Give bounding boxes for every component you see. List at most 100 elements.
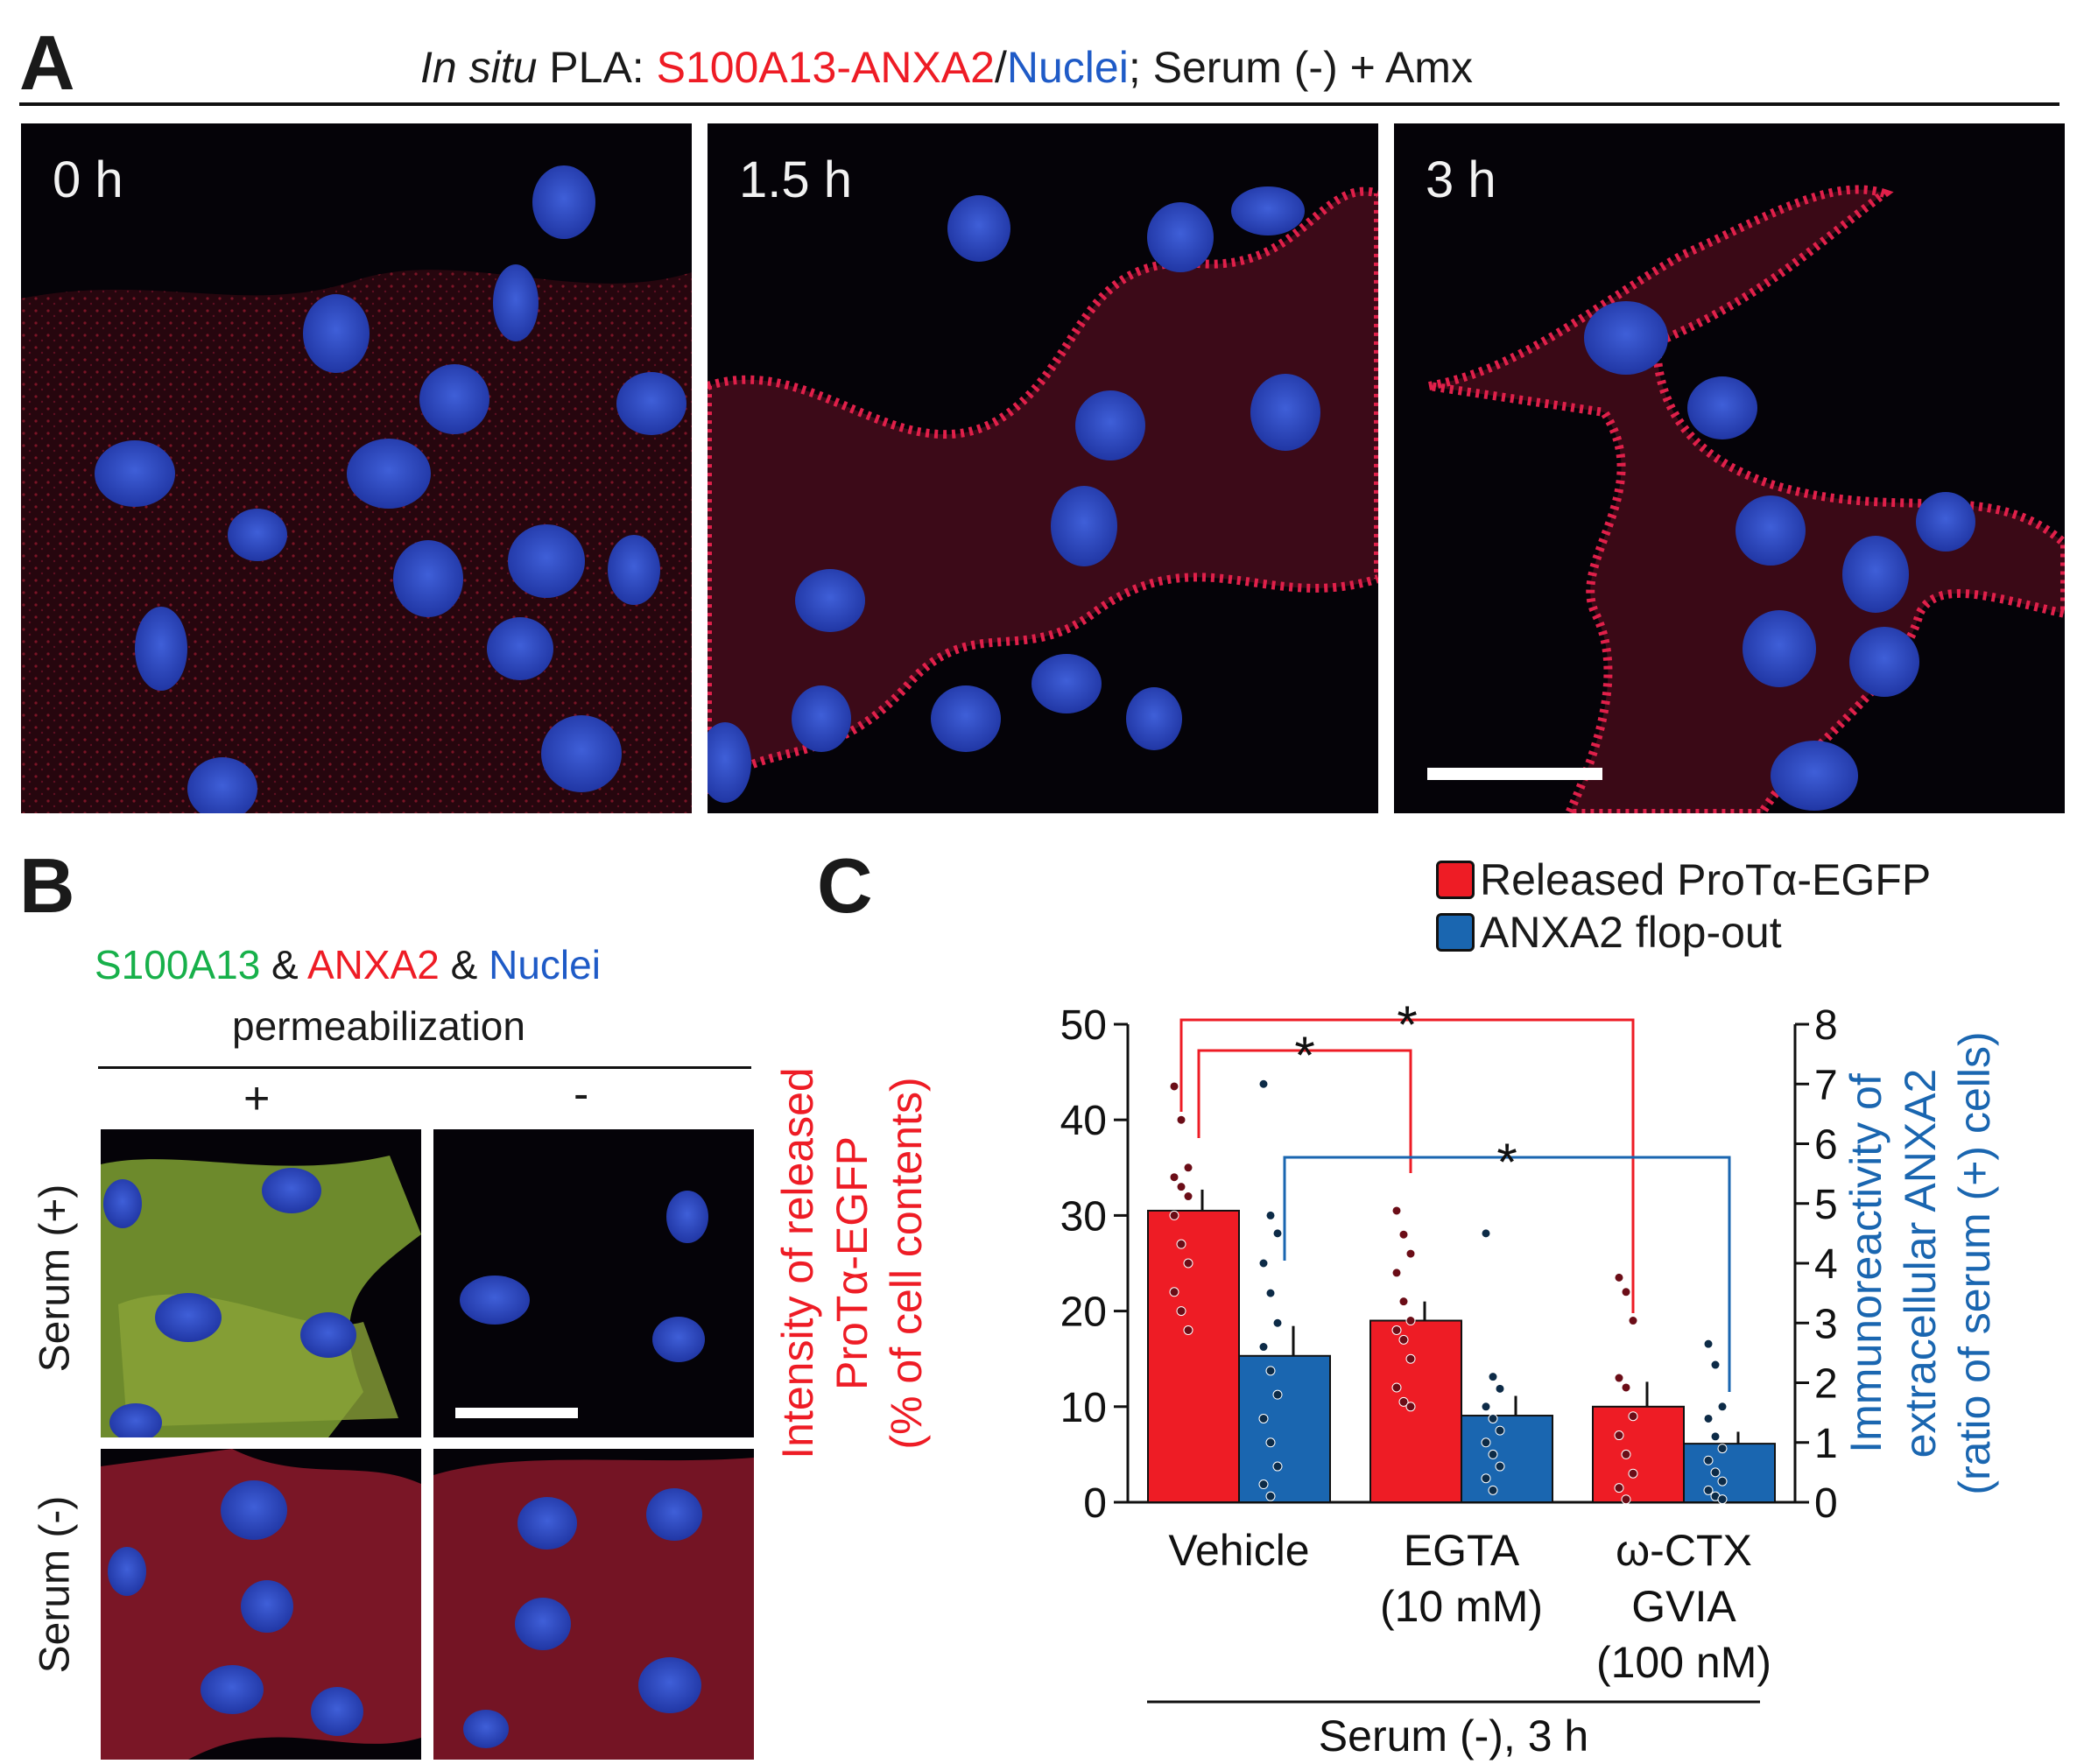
data-point-released [1169,1081,1179,1092]
footer-label: Serum (-), 3 h [1319,1711,1588,1760]
legend-anxa2: ANXA2 [307,942,440,987]
data-point-flop [1272,1389,1283,1400]
data-point-flop [1710,1360,1721,1370]
micrograph-1p5h: 1.5 h [708,123,1378,813]
panel-c-letter: C [817,842,873,929]
data-point-flop [1258,1479,1269,1490]
data-point-released [1391,1382,1402,1393]
data-point-released [1183,1258,1193,1269]
left-tick-label: 0 [1083,1480,1107,1527]
data-point-released [1405,1248,1416,1259]
micrograph-0h-cells [21,165,692,813]
data-point-flop [1481,1228,1491,1239]
data-point-flop [1481,1402,1491,1412]
micrograph-serum-plus-perm-minus [433,1129,754,1437]
data-point-flop [1495,1425,1505,1436]
data-point-released [1398,1334,1409,1345]
data-point-flop [1717,1402,1728,1412]
data-point-released [1169,1210,1179,1220]
data-point-flop [1258,1258,1269,1269]
right-tick-label: 5 [1814,1182,1838,1228]
data-point-flop [1717,1444,1728,1454]
category-label: GVIA [1631,1582,1736,1631]
category-label: (100 nM) [1596,1638,1771,1687]
data-point-released [1628,1468,1638,1479]
data-point-flop [1272,1318,1283,1328]
left-axis-title-line: ProTα-EGFP [827,1136,877,1390]
title-nuclei: Nuclei [1006,43,1129,92]
legend-amp2: & [439,942,489,987]
micrograph-3h-cells [1428,185,2065,813]
title-in-situ: In situ [420,43,538,92]
data-point-flop [1488,1413,1498,1423]
title-anxa2: ANXA2 [851,43,995,92]
micrograph-serum-minus-perm-minus [433,1449,754,1760]
data-point-released [1391,1205,1402,1216]
panel-a-letter: A [19,19,75,106]
data-point-released [1391,1325,1402,1335]
bar-released [1147,1209,1240,1503]
legend-s100a13: S100A13 [95,942,261,987]
category-label: EGTA [1404,1526,1520,1575]
significance-star: * [1496,1133,1517,1191]
panel-b-subtitle: permeabilization [232,1003,525,1049]
significance-bracket [1197,1049,1412,1173]
bar-released [1592,1405,1685,1504]
data-point-released [1621,1287,1631,1297]
left-axis-title-line: Intensity of released [773,1067,822,1459]
right-tick-label: 8 [1814,1002,1838,1049]
data-point-released [1621,1449,1631,1459]
image-label-1p5h: 1.5 h [739,151,852,208]
category-label: ω-CTX [1616,1526,1752,1575]
data-point-released [1405,1353,1416,1364]
data-point-flop [1717,1494,1728,1505]
data-point-flop [1703,1455,1714,1465]
data-point-flop [1495,1461,1505,1472]
right-axis-title-line: (ratio of serum (+) cells) [1950,1031,1999,1494]
image-label-0h: 0 h [53,151,123,208]
data-point-released [1176,1239,1186,1249]
data-point-released [1176,1182,1186,1192]
legend-amp1: & [260,942,307,987]
legend-label-released: Released ProTα-EGFP [1480,855,1932,904]
title-slash: / [994,43,1007,92]
right-tick-label: 3 [1814,1301,1838,1347]
bar-released [1369,1319,1462,1504]
data-point-flop [1703,1339,1714,1349]
category-label: (10 mM) [1380,1582,1543,1631]
title-pla: PLA: [537,43,657,92]
right-tick-label: 0 [1814,1480,1838,1527]
chart-legend: Released ProTα-EGFP ANXA2 flop-out [1436,854,1931,959]
data-point-released [1614,1373,1624,1383]
scale-bar-b [455,1408,578,1418]
legend-swatch-flop [1436,913,1475,952]
bar-flop [1461,1415,1553,1503]
data-point-flop [1272,1461,1283,1472]
right-axis-title: Immunoreactivity of extracellular ANXA2 (r… [1841,1031,1999,1494]
micrograph-b1-cells [101,1156,421,1437]
micrograph-serum-plus-perm-plus [101,1129,421,1437]
left-tick-label: 40 [1060,1098,1107,1144]
panel-a-rule [19,102,2059,106]
data-point-released [1398,1229,1409,1240]
micrograph-b3-cells [101,1449,421,1760]
data-point-released [1176,1306,1186,1317]
right-tick-label: 2 [1814,1361,1838,1408]
data-point-flop [1258,1413,1269,1423]
column-label-plus: + [243,1073,271,1124]
significance-bracket [1179,1018,1635,1313]
legend-item-flop: ANXA2 flop-out [1436,906,1931,959]
data-point-released [1614,1272,1624,1283]
micrograph-0h: 0 h [21,123,692,813]
significance-star: * [1397,995,1417,1054]
data-point-released [1391,1268,1402,1278]
column-label-minus: - [574,1069,589,1120]
left-axis-title-line: (% of cell contents) [882,1077,931,1449]
data-point-flop [1488,1372,1498,1382]
panel-b-letter: B [19,842,75,929]
left-tick-label: 30 [1060,1193,1107,1240]
right-axis-title-line: extracellular ANXA2 [1896,1069,1945,1458]
data-point-released [1183,1163,1193,1173]
panel-b-legend: S100A13 & ANXA2 & Nuclei [95,941,601,988]
